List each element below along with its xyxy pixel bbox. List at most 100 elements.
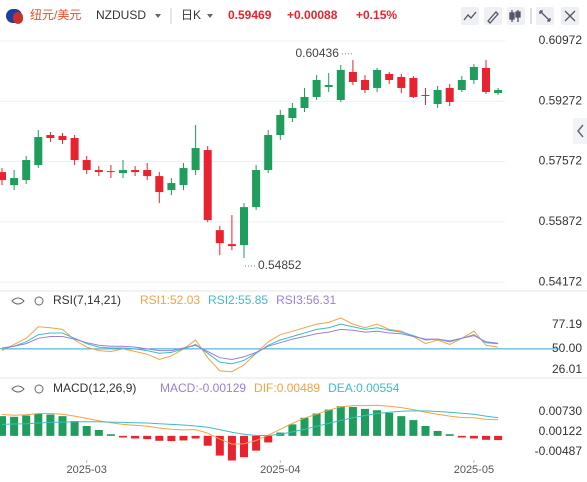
- candle-body: [288, 108, 297, 119]
- macd-title: MACD(12,26,9): [53, 381, 136, 395]
- macd-bar: [469, 435, 478, 439]
- candle-body: [58, 136, 67, 141]
- candle-body: [300, 96, 309, 108]
- candle-body: [324, 84, 333, 87]
- symbol: NZDUSD: [96, 8, 146, 22]
- macd-bar: [373, 410, 382, 436]
- macd-bar: [34, 413, 43, 436]
- macd-bar: [82, 426, 91, 436]
- candle-body: [482, 67, 490, 92]
- settings-icon[interactable]: [34, 384, 44, 394]
- candle-body: [191, 148, 200, 171]
- pair-name: 纽元/美元: [30, 8, 81, 22]
- macd-bar: [409, 420, 418, 436]
- rsi-title: RSI(7,14,21): [53, 293, 121, 307]
- legend-entry: MACD:-0.00129: [160, 381, 246, 395]
- candle-body: [312, 79, 321, 97]
- y-tick-label: 0.60972: [539, 33, 583, 47]
- indicator-button[interactable]: [461, 7, 479, 25]
- candle-body: [373, 69, 382, 88]
- macd-bar: [312, 413, 321, 436]
- candle-body: [106, 171, 115, 173]
- candle-body: [469, 66, 478, 80]
- macd-bar: [155, 435, 164, 441]
- legend-entry: RSI1:52.03: [140, 293, 200, 307]
- macd-bar: [0, 416, 6, 436]
- candle-body: [240, 207, 248, 246]
- low-annotation: 0.54852: [258, 258, 302, 272]
- candle-body: [34, 137, 43, 166]
- candle-body: [82, 160, 91, 171]
- macd-bar: [264, 435, 273, 443]
- macd-bar: [494, 435, 503, 441]
- settings-icon[interactable]: [34, 296, 44, 306]
- candle-body: [385, 73, 394, 80]
- last-price: 0.59469: [228, 8, 272, 22]
- y-tick-label: 0.00730: [539, 404, 583, 418]
- period[interactable]: 日K: [181, 8, 201, 22]
- macd-bar: [421, 426, 430, 436]
- macd-bar: [179, 435, 188, 441]
- price-change-pct: +0.15%: [356, 8, 397, 22]
- macd-bar: [70, 421, 79, 436]
- price-change: +0.00088: [287, 8, 338, 22]
- candle-body: [433, 89, 442, 104]
- candle-body: [252, 170, 261, 208]
- y-tick-label: -0.00487: [535, 444, 583, 458]
- candle-body: [421, 94, 430, 96]
- candle-body: [131, 170, 140, 173]
- x-tick-label: 2025-05: [454, 464, 494, 476]
- flag: [6, 9, 23, 24]
- legend-entry: RSI3:56.31: [276, 293, 336, 307]
- collapse-button[interactable]: [573, 118, 587, 144]
- macd-bar: [482, 435, 490, 440]
- macd-bar: [324, 409, 333, 436]
- candle-body: [336, 69, 345, 100]
- candle-button[interactable]: [507, 7, 525, 25]
- symbol-dropdown[interactable]: [155, 14, 161, 18]
- y-tick-label: 26.01: [552, 362, 582, 376]
- macd-line: [1, 410, 499, 436]
- macd-bar: [131, 435, 140, 439]
- macd-bar: [10, 416, 19, 436]
- close-button[interactable]: [561, 7, 579, 25]
- fullscreen-button[interactable]: [536, 7, 554, 25]
- rsi-header-icons: [11, 296, 44, 394]
- macd-bar: [336, 406, 345, 436]
- legend-entry: DIF:0.00489: [254, 381, 320, 395]
- y-tick-label: 0.55872: [539, 214, 583, 228]
- candle-body: [409, 77, 418, 97]
- macd-bar: [300, 417, 309, 436]
- eye-icon[interactable]: [11, 385, 25, 393]
- macd-bar: [385, 412, 394, 436]
- macd-bar: [361, 408, 369, 436]
- candle-body: [22, 160, 31, 181]
- y-tick-label: 0.00122: [539, 424, 583, 438]
- draw-button[interactable]: [484, 7, 502, 25]
- candle-body: [215, 230, 224, 244]
- x-tick-label: 2025-04: [260, 464, 300, 476]
- macd-bar: [433, 430, 442, 436]
- candle-body: [167, 183, 176, 191]
- macd-bar: [240, 435, 248, 458]
- candle-body: [10, 178, 19, 186]
- macd-line: [1, 404, 499, 445]
- macd-bar: [143, 435, 152, 440]
- macd-bar: [348, 406, 357, 436]
- y-tick-label: 0.57572: [539, 154, 583, 168]
- macd-bar: [119, 435, 127, 438]
- macd-bar: [252, 435, 261, 451]
- rsi-line: [1, 328, 499, 361]
- legend-entry: DEA:0.00554: [328, 381, 400, 395]
- candle-body: [276, 114, 285, 136]
- macd-bar: [94, 429, 103, 436]
- macd-bar: [203, 435, 212, 446]
- period-dropdown[interactable]: [207, 14, 213, 18]
- macd-bar: [397, 416, 406, 436]
- macd-bar: [22, 415, 31, 436]
- candle-body: [119, 170, 127, 174]
- eye-icon[interactable]: [11, 297, 25, 305]
- legend-entry: RSI2:55.85: [208, 293, 268, 307]
- macd-bar: [46, 414, 55, 436]
